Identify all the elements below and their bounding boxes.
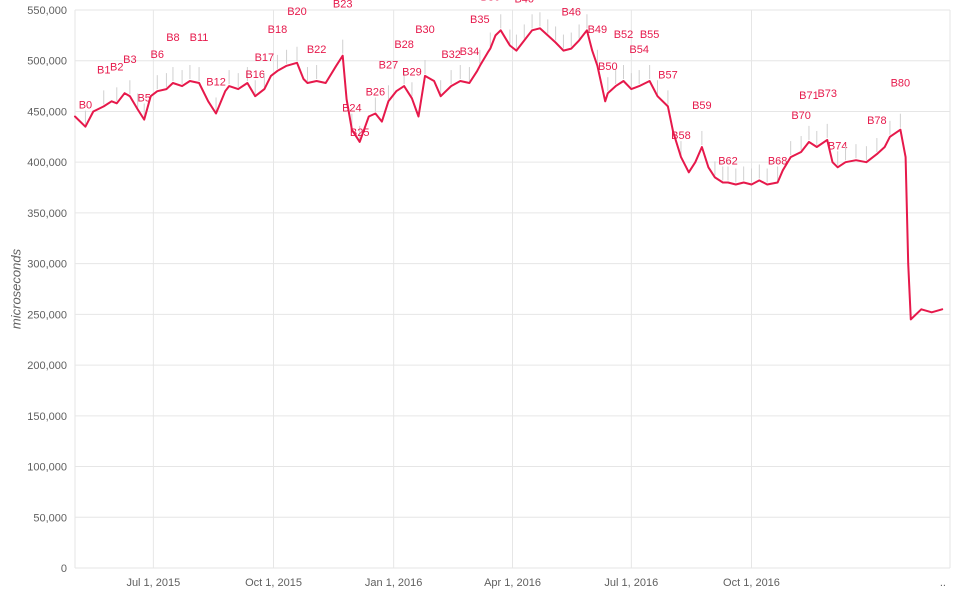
- y-tick-label: 100,000: [27, 462, 67, 474]
- marker-label: B80: [891, 78, 911, 90]
- y-tick-label: 250,000: [27, 309, 67, 321]
- marker-label: B22: [307, 44, 327, 56]
- x-tick-label: Jul 1, 2015: [126, 577, 180, 589]
- marker-label: B62: [718, 155, 738, 167]
- x-tick-label: Oct 1, 2016: [723, 577, 780, 589]
- marker-label: B70: [791, 110, 811, 122]
- marker-label: B50: [598, 61, 618, 73]
- marker-label: B28: [394, 39, 414, 51]
- marker-label: B78: [867, 115, 887, 127]
- y-tick-label: 300,000: [27, 259, 67, 271]
- marker-label: B0: [79, 100, 92, 112]
- marker-label: B57: [658, 69, 678, 81]
- y-tick-label: 50,000: [33, 512, 67, 524]
- marker-label: B32: [441, 49, 461, 61]
- marker-label: B55: [640, 29, 660, 41]
- marker-label: B54: [629, 44, 649, 56]
- y-tick-label: 500,000: [27, 56, 67, 68]
- marker-label: B18: [268, 24, 288, 36]
- marker-label: B44: [546, 0, 566, 2]
- x-tick-label: Oct 1, 2015: [245, 577, 302, 589]
- marker-label: B30: [415, 24, 435, 36]
- y-axis-label: microseconds: [9, 249, 24, 329]
- marker-label: B59: [692, 100, 712, 112]
- marker-label: B16: [245, 69, 265, 81]
- x-tick-overflow: ..: [940, 577, 946, 589]
- x-tick-label: Jul 1, 2016: [604, 577, 658, 589]
- marker-label: B34: [460, 46, 480, 58]
- marker-label: B27: [379, 59, 399, 71]
- marker-label: B29: [402, 66, 422, 78]
- y-tick-label: 450,000: [27, 106, 67, 118]
- marker-label: B24: [342, 103, 362, 115]
- x-tick-label: Jan 1, 2016: [365, 577, 423, 589]
- y-tick-label: 0: [61, 563, 67, 575]
- marker-label: B3: [123, 54, 136, 66]
- marker-label: B8: [166, 32, 179, 44]
- marker-label: B35: [470, 14, 490, 26]
- marker-label: B36: [481, 0, 501, 4]
- y-tick-label: 200,000: [27, 360, 67, 372]
- marker-label: B71: [799, 90, 819, 102]
- x-tick-label: Apr 1, 2016: [484, 577, 541, 589]
- marker-label: B20: [287, 6, 307, 18]
- y-tick-label: 350,000: [27, 208, 67, 220]
- marker-label: B52: [614, 29, 634, 41]
- marker-label: B1: [97, 64, 110, 76]
- marker-label: B73: [817, 88, 837, 100]
- marker-label: B46: [561, 7, 581, 19]
- marker-label: B12: [206, 76, 226, 88]
- y-tick-label: 400,000: [27, 157, 67, 169]
- y-tick-label: 150,000: [27, 411, 67, 423]
- marker-label: B11: [190, 32, 209, 44]
- marker-label: B6: [151, 49, 164, 61]
- chart-wrapper: microseconds 0 50,000 100,000 150,000 200,00…: [0, 0, 959, 608]
- marker-label: B74: [828, 140, 848, 152]
- marker-label: B40: [514, 0, 534, 5]
- marker-label: B2: [110, 61, 123, 73]
- marker-label: B23: [333, 0, 353, 11]
- marker-label: B17: [255, 52, 275, 64]
- y-tick-label: 550,000: [27, 5, 67, 17]
- marker-label: B26: [366, 86, 386, 98]
- chart-svg: 0 50,000 100,000 150,000 200,000 250,000 300,0…: [0, 0, 959, 608]
- marker-label: B49: [588, 24, 608, 36]
